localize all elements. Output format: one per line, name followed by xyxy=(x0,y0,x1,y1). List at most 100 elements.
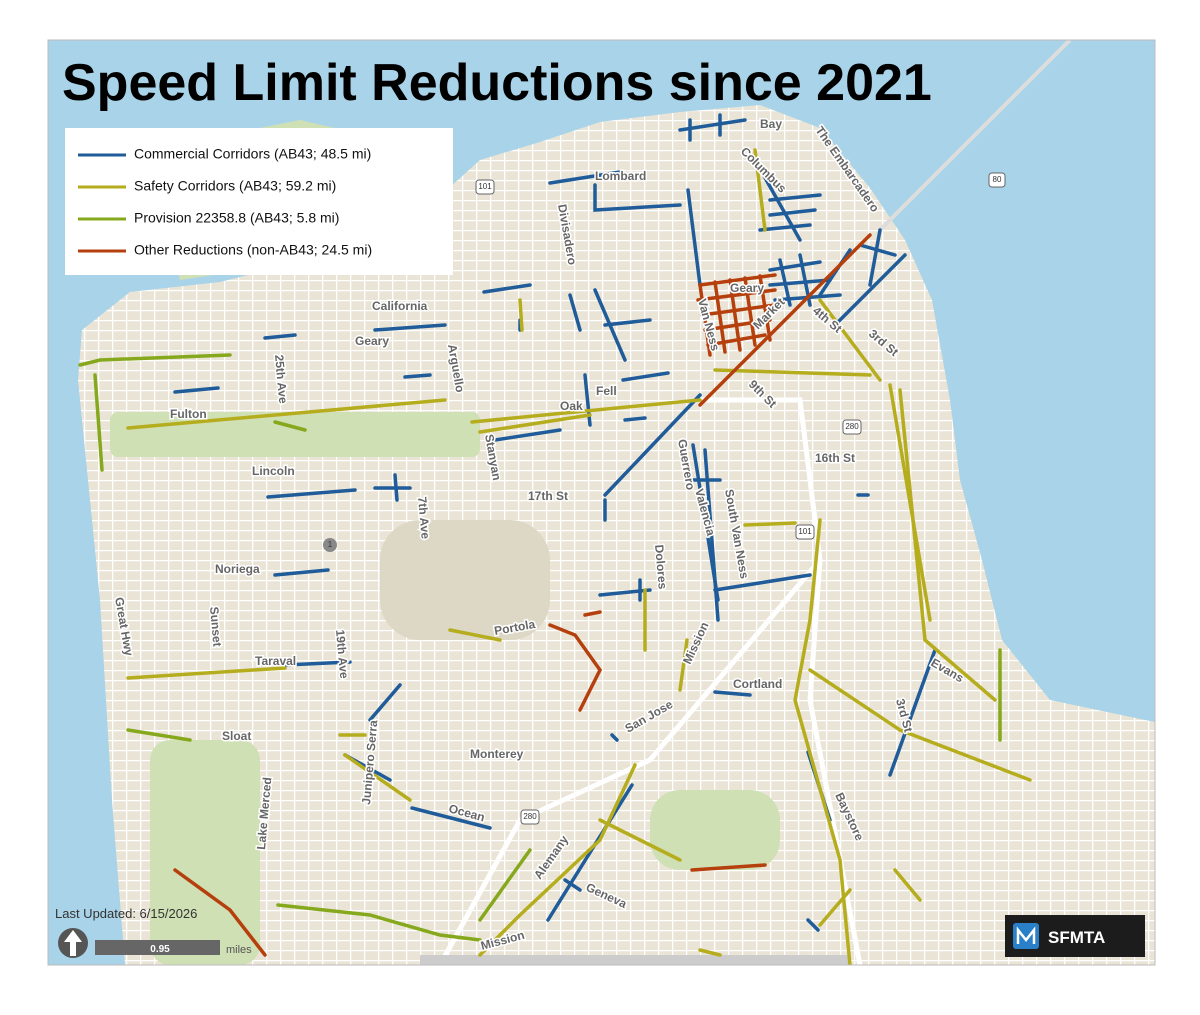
logo-icon xyxy=(1013,923,1039,949)
corridor xyxy=(768,260,822,272)
street-label: Geary xyxy=(355,334,389,348)
shield: 280 xyxy=(520,809,540,825)
corridor xyxy=(768,193,822,202)
street-label: Fell xyxy=(596,384,617,398)
logo-mark xyxy=(1016,926,1036,944)
freeways xyxy=(437,397,863,965)
corridor xyxy=(548,623,603,712)
corridor xyxy=(698,233,872,407)
corridor xyxy=(493,428,562,442)
freeway xyxy=(437,558,822,965)
map-title: Speed Limit Reductions since 2021 xyxy=(62,54,932,112)
shield-label: 280 xyxy=(845,422,859,431)
street-label: Noriega xyxy=(215,562,260,576)
corridor xyxy=(623,416,647,422)
corridor xyxy=(593,183,682,212)
street-label: Lombard xyxy=(595,169,646,183)
corridor xyxy=(266,488,357,499)
corridor xyxy=(548,170,622,185)
shield-label: 280 xyxy=(523,812,537,821)
corridor xyxy=(833,253,907,327)
corridor xyxy=(808,668,1032,782)
shield: 101 xyxy=(795,524,815,540)
corridor xyxy=(818,298,882,382)
corridor xyxy=(273,420,307,432)
corridor xyxy=(283,660,352,667)
corridor xyxy=(263,333,297,340)
street-label: Oak xyxy=(560,399,583,413)
corridor xyxy=(778,258,792,307)
corridor xyxy=(393,473,399,502)
corridor xyxy=(126,728,192,742)
street-label: Lincoln xyxy=(252,464,295,478)
street-label: 19th Ave xyxy=(333,629,351,679)
shield: 101 xyxy=(475,179,495,195)
street-label: California xyxy=(372,299,428,313)
corridor xyxy=(806,918,820,932)
corridor xyxy=(793,518,852,965)
corridor xyxy=(478,413,592,434)
highway-shields: 101 80 280 101 1 280 xyxy=(323,172,1006,825)
corridor xyxy=(621,371,670,382)
scale-value: 0.95 xyxy=(150,944,170,955)
corridor xyxy=(598,818,682,862)
street-label: Monterey xyxy=(470,747,524,761)
shield-label: 101 xyxy=(478,182,492,191)
corridors xyxy=(78,113,1032,965)
legend-label: Commercial Corridors (AB43; 48.5 mi) xyxy=(134,146,371,162)
corridor xyxy=(768,278,832,287)
corridor xyxy=(728,278,742,352)
corridor xyxy=(518,298,524,332)
park xyxy=(150,740,260,965)
corridor xyxy=(478,848,532,922)
shield-label: 80 xyxy=(993,175,1002,184)
street-label: Fulton xyxy=(170,407,207,421)
shield-label: 1 xyxy=(328,540,333,549)
legend: Commercial Corridors (AB43; 48.5 mi) Safe… xyxy=(65,128,453,275)
corridor xyxy=(448,628,502,642)
corridor xyxy=(276,903,482,942)
corridor xyxy=(768,208,817,217)
corridor xyxy=(470,398,702,424)
corridor xyxy=(173,868,267,957)
corridor xyxy=(818,248,852,297)
land xyxy=(78,105,1155,965)
corridor xyxy=(373,323,447,332)
corridor xyxy=(818,888,852,927)
corridor xyxy=(343,753,412,802)
street-label: Sunset xyxy=(207,606,224,647)
bridge xyxy=(878,40,1072,232)
corridor xyxy=(173,386,220,394)
corridor xyxy=(713,573,812,592)
shield-label: 101 xyxy=(798,527,812,536)
north-arrow-icon xyxy=(64,930,82,956)
corridor xyxy=(368,683,402,722)
corridor xyxy=(713,690,752,697)
street-label: 16th St xyxy=(815,451,855,465)
street-label: Taraval xyxy=(255,654,296,668)
corridor xyxy=(563,878,582,892)
corridor xyxy=(93,373,104,472)
shield: 280 xyxy=(842,419,862,435)
logo-text: SFMTA xyxy=(1048,928,1105,947)
corridor xyxy=(758,274,772,342)
corridor xyxy=(698,948,722,957)
corridor xyxy=(610,733,619,742)
corridor xyxy=(898,388,927,642)
corridor xyxy=(893,868,922,902)
corridor xyxy=(482,283,532,294)
corridor xyxy=(713,368,872,377)
corridor xyxy=(923,638,997,702)
corridor xyxy=(698,283,712,357)
legend-label: Provision 22358.8 (AB43; 5.8 mi) xyxy=(134,210,339,226)
corridor xyxy=(78,353,232,367)
legend-items: Commercial Corridors (AB43; 48.5 mi) Safe… xyxy=(78,146,372,258)
corridor xyxy=(403,373,432,379)
corridor xyxy=(686,188,702,287)
scale-unit: miles xyxy=(226,944,252,956)
corridor xyxy=(743,521,797,527)
corridor xyxy=(713,280,727,354)
corridor xyxy=(758,223,812,232)
